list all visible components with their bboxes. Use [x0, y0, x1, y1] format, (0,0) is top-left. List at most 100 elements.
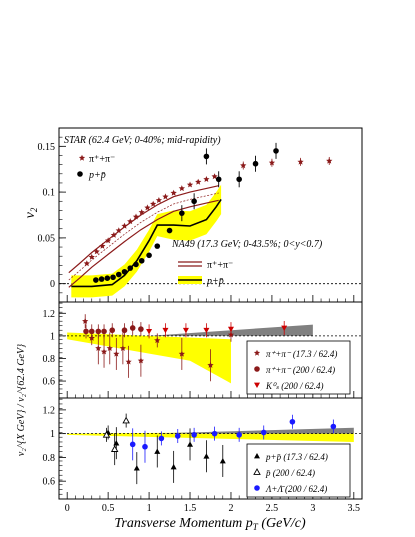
middle-legend-marker — [253, 349, 261, 356]
middle-point — [146, 328, 153, 335]
bottom-legend-marker — [254, 453, 260, 459]
pion-point — [186, 181, 194, 188]
proton-point — [133, 261, 139, 268]
bottom-point — [142, 443, 148, 450]
bottom-point — [219, 457, 226, 464]
bottom-point — [289, 418, 296, 425]
bottom-panel-frame — [58, 397, 363, 500]
top-ylabel: v2 — [23, 207, 39, 218]
pion-point — [115, 227, 122, 234]
proton-point — [98, 276, 105, 282]
bottom-legend-marker — [253, 468, 261, 475]
middle-point — [113, 350, 120, 357]
bottom-point — [236, 432, 242, 438]
middle-point — [129, 325, 136, 331]
bottom-legend-label: Λ+Λ̄ (200 / 62.4) — [265, 484, 327, 494]
middle-point — [101, 328, 107, 335]
bottom-legend-label: p+p̄ (17.3 / 62.4) — [265, 452, 328, 462]
middle-legend-label: π⁺+π⁻ (200 / 62.4) — [266, 365, 335, 375]
pion-point — [121, 222, 128, 229]
top-ytick-label: 0.05 — [38, 233, 56, 244]
bottom-point — [203, 453, 210, 459]
middle-ytick-label: 1 — [50, 331, 55, 342]
bottom-point — [170, 463, 177, 470]
bottom-ytick-label: 1.2 — [43, 405, 56, 416]
ratio-ylabel: v₂^{X GeV} / v₂^{62.4 GeV} — [16, 344, 27, 456]
bottom-point — [113, 440, 120, 446]
middle-legend-label: K⁰ₛ (200 / 62.4) — [265, 381, 323, 391]
top-ytick-label: 0 — [50, 279, 55, 290]
bottom-point — [129, 441, 136, 448]
bottom-point — [260, 429, 267, 436]
middle-point — [95, 345, 102, 351]
pion-point — [326, 157, 333, 164]
middle-point — [182, 327, 189, 334]
middle-point — [138, 326, 144, 332]
bottom-point — [187, 441, 194, 447]
middle-legend-marker — [254, 382, 260, 388]
pion-point — [178, 185, 185, 192]
middle-point — [227, 326, 234, 333]
pion-point — [155, 197, 162, 203]
pion-point — [88, 253, 95, 260]
bottom-point — [122, 416, 130, 424]
bottom-ytick-label: 0.8 — [43, 453, 56, 464]
x-tick-label: 3 — [310, 503, 315, 514]
middle-point — [82, 317, 89, 324]
proton-point — [154, 243, 161, 249]
pion-point — [138, 209, 145, 215]
bottom-legend-label: p̄ (200 / 62.4) — [265, 468, 315, 478]
bottom-legend-marker — [254, 485, 260, 491]
top-ytick-label: 0.15 — [38, 142, 56, 153]
legend-na49-proton-label: p+p̄ — [206, 276, 224, 287]
pion-point — [195, 178, 202, 185]
proton-point — [110, 274, 116, 281]
pion-point — [162, 193, 169, 200]
proton-point — [104, 275, 111, 281]
x-tick-label: 1 — [147, 503, 152, 514]
middle-point — [119, 345, 126, 351]
middle-point — [100, 348, 108, 355]
bottom-point — [211, 430, 218, 437]
x-tick-label: 0 — [65, 503, 70, 514]
na49-pion-upper — [68, 185, 219, 274]
na49-pion-lower — [68, 199, 219, 288]
legend-pion-marker — [78, 154, 86, 161]
middle-legend-box — [246, 340, 351, 395]
pion-point — [93, 248, 100, 255]
proton-point — [93, 277, 99, 283]
middle-point — [162, 327, 169, 334]
middle-ytick-label: 0.8 — [43, 354, 56, 365]
proton-point — [127, 265, 134, 271]
x-tick-label: 3.5 — [348, 503, 361, 514]
pion-point — [144, 204, 151, 211]
proton-point — [138, 257, 145, 264]
proton-point — [273, 148, 279, 154]
x-tick-label: 1.5 — [184, 503, 197, 514]
middle-legend-label: π⁺+π⁻ (17.3 / 62.4) — [266, 349, 337, 359]
middle-point — [207, 361, 214, 368]
x-tick-label: 0.5 — [102, 503, 115, 514]
x-axis-label-unit: (GeV/c) — [258, 516, 306, 531]
bottom-point — [330, 423, 337, 430]
legend-na49-pion-label: π⁺+π⁻ — [207, 260, 233, 271]
middle-point — [154, 337, 161, 344]
middle-point — [95, 328, 102, 335]
bottom-point — [110, 445, 119, 452]
middle-point — [137, 357, 144, 364]
na49-proton-line — [71, 198, 222, 288]
legend-pion-label: π⁺+π⁻ — [89, 154, 115, 165]
bottom-point — [158, 435, 165, 442]
top-ylabel-sub: 2 — [29, 207, 39, 212]
middle-point — [88, 328, 95, 335]
bottom-legend-box — [246, 443, 351, 498]
x-tick-label: 2 — [228, 503, 233, 514]
bottom-point — [102, 430, 111, 438]
proton-point — [115, 271, 122, 278]
proton-point — [236, 176, 242, 183]
middle-yellow-band — [67, 332, 231, 384]
star-legend-title: STAR (62.4 GeV; 0-40%; mid-rapidity) — [64, 135, 221, 146]
x-axis-label-sub: T — [253, 522, 259, 532]
x-tick-label: 2.5 — [266, 503, 279, 514]
pion-point — [240, 162, 247, 169]
